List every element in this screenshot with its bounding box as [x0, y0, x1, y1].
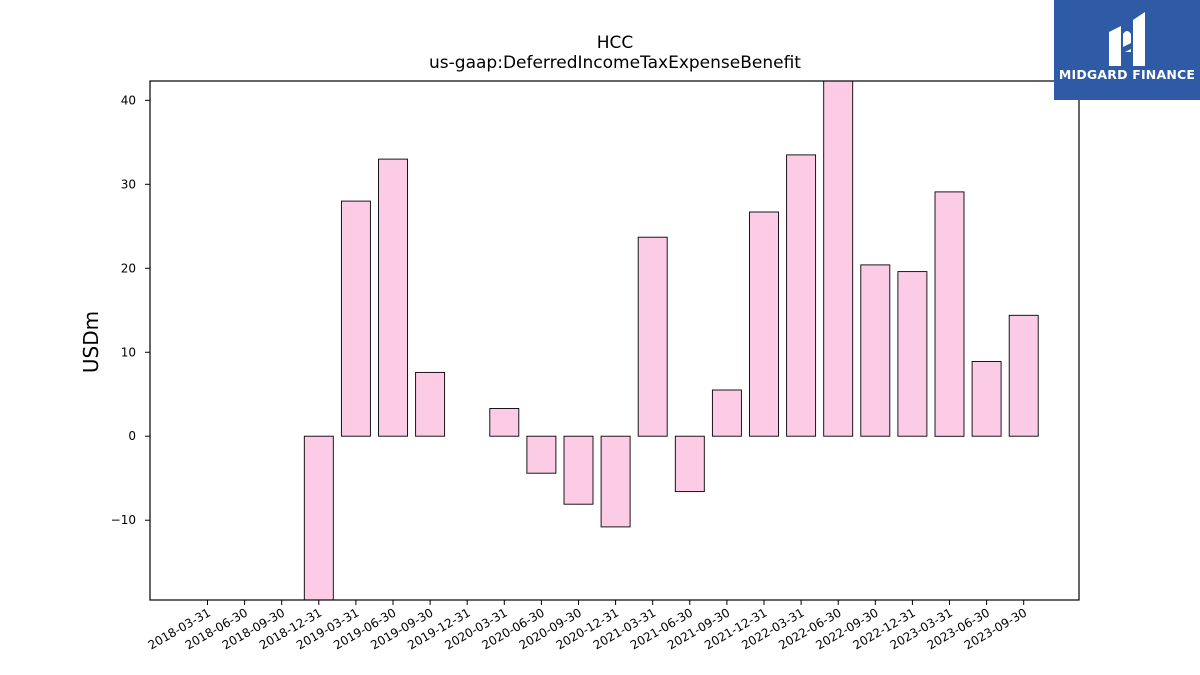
y-tick-label: 10	[121, 345, 136, 359]
y-tick-label: 40	[121, 93, 136, 107]
brand-logo: MIDGARD FINANCE	[1054, 0, 1200, 100]
chart-subtitle: us-gaap:DeferredIncomeTaxExpenseBenefit	[429, 53, 801, 73]
bar-2019-03-31	[340, 200, 371, 437]
chart-title: HCC	[597, 33, 634, 53]
bar-2022-09-30	[860, 264, 891, 437]
bar-2021-09-30	[711, 389, 742, 437]
bar-2020-06-30	[526, 435, 557, 474]
plot-frame	[149, 80, 1080, 601]
brand-mark-icon	[1109, 12, 1145, 66]
bar-2022-12-31	[897, 271, 928, 437]
bar-2020-03-31	[489, 408, 520, 437]
y-axis: −10 0 10 20 30 40	[111, 93, 150, 527]
y-axis-label: USDm	[79, 311, 103, 373]
bar-2022-06-30	[823, 81, 854, 437]
bar-2019-06-30	[378, 158, 408, 437]
bar-2023-09-30	[1008, 314, 1039, 437]
bar-2023-06-30	[971, 361, 1002, 437]
y-tick-label: −10	[111, 513, 136, 527]
bar-2023-03-31	[934, 191, 965, 437]
bar-2018-12-31	[303, 435, 334, 600]
bar-2020-09-30	[563, 435, 594, 505]
x-axis: 2018-03-312018-06-302018-09-302018-12-31…	[146, 600, 1029, 652]
bar-2020-12-31	[600, 435, 631, 528]
bar-2021-03-31	[637, 236, 668, 437]
y-tick-label: 20	[121, 261, 136, 275]
y-tick-label: 30	[121, 177, 136, 191]
bar-2019-09-30	[415, 371, 446, 437]
bar-2022-03-31	[786, 154, 817, 437]
brand-name: MIDGARD FINANCE	[1058, 67, 1196, 82]
y-tick-label: 0	[128, 429, 136, 443]
bar-2021-06-30	[674, 435, 705, 493]
bar-2021-12-31	[749, 211, 779, 437]
bars-group	[303, 81, 1039, 600]
